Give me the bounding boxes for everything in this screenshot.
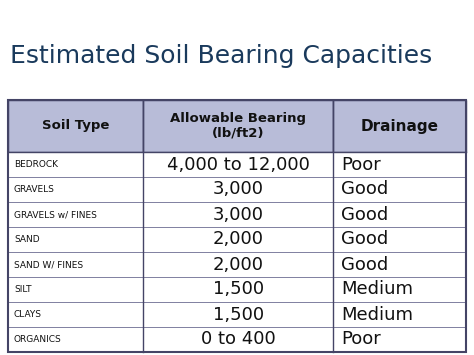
- Text: SAND W/ FINES: SAND W/ FINES: [14, 260, 83, 269]
- Text: Medium: Medium: [341, 280, 413, 299]
- Text: 4,000 to 12,000: 4,000 to 12,000: [167, 155, 310, 174]
- Text: 1,500: 1,500: [212, 306, 264, 323]
- Text: 2,000: 2,000: [213, 230, 264, 248]
- Text: Good: Good: [341, 180, 388, 198]
- Bar: [8, 100, 466, 352]
- Text: 2,000: 2,000: [213, 256, 264, 273]
- Text: Good: Good: [341, 256, 388, 273]
- Text: Soil Type: Soil Type: [42, 120, 109, 132]
- Bar: [8, 252, 143, 277]
- Bar: [143, 277, 333, 302]
- Bar: [8, 302, 143, 327]
- Text: 3,000: 3,000: [213, 180, 264, 198]
- Bar: [333, 152, 466, 177]
- Bar: [8, 227, 143, 252]
- Text: Poor: Poor: [341, 155, 381, 174]
- Bar: [333, 252, 466, 277]
- Text: BEDROCK: BEDROCK: [14, 160, 58, 169]
- Text: 0 to 400: 0 to 400: [201, 331, 275, 349]
- Text: Estimated Soil Bearing Capacities: Estimated Soil Bearing Capacities: [10, 44, 432, 68]
- Bar: [333, 327, 466, 352]
- Text: ORGANICS: ORGANICS: [14, 335, 62, 344]
- Bar: [143, 227, 333, 252]
- Text: SILT: SILT: [14, 285, 31, 294]
- Bar: [8, 177, 143, 202]
- Bar: [143, 100, 333, 152]
- Bar: [8, 202, 143, 227]
- Bar: [143, 327, 333, 352]
- Bar: [143, 202, 333, 227]
- Bar: [333, 100, 466, 152]
- Bar: [333, 227, 466, 252]
- Text: GRAVELS: GRAVELS: [14, 185, 55, 194]
- Bar: [8, 327, 143, 352]
- Bar: [8, 277, 143, 302]
- Text: GRAVELS w/ FINES: GRAVELS w/ FINES: [14, 210, 97, 219]
- Bar: [143, 302, 333, 327]
- Text: Allowable Bearing
(lb/ft2): Allowable Bearing (lb/ft2): [170, 112, 306, 140]
- Bar: [8, 100, 143, 152]
- Bar: [143, 177, 333, 202]
- Text: Drainage: Drainage: [361, 119, 438, 133]
- Bar: [333, 177, 466, 202]
- Text: SAND: SAND: [14, 235, 40, 244]
- Text: Good: Good: [341, 206, 388, 224]
- Bar: [333, 202, 466, 227]
- Text: CLAYS: CLAYS: [14, 310, 42, 319]
- Bar: [333, 277, 466, 302]
- Text: Medium: Medium: [341, 306, 413, 323]
- Text: 1,500: 1,500: [212, 280, 264, 299]
- Bar: [143, 152, 333, 177]
- Bar: [143, 252, 333, 277]
- Text: Good: Good: [341, 230, 388, 248]
- Text: 3,000: 3,000: [213, 206, 264, 224]
- Bar: [333, 302, 466, 327]
- Bar: [8, 152, 143, 177]
- Text: Poor: Poor: [341, 331, 381, 349]
